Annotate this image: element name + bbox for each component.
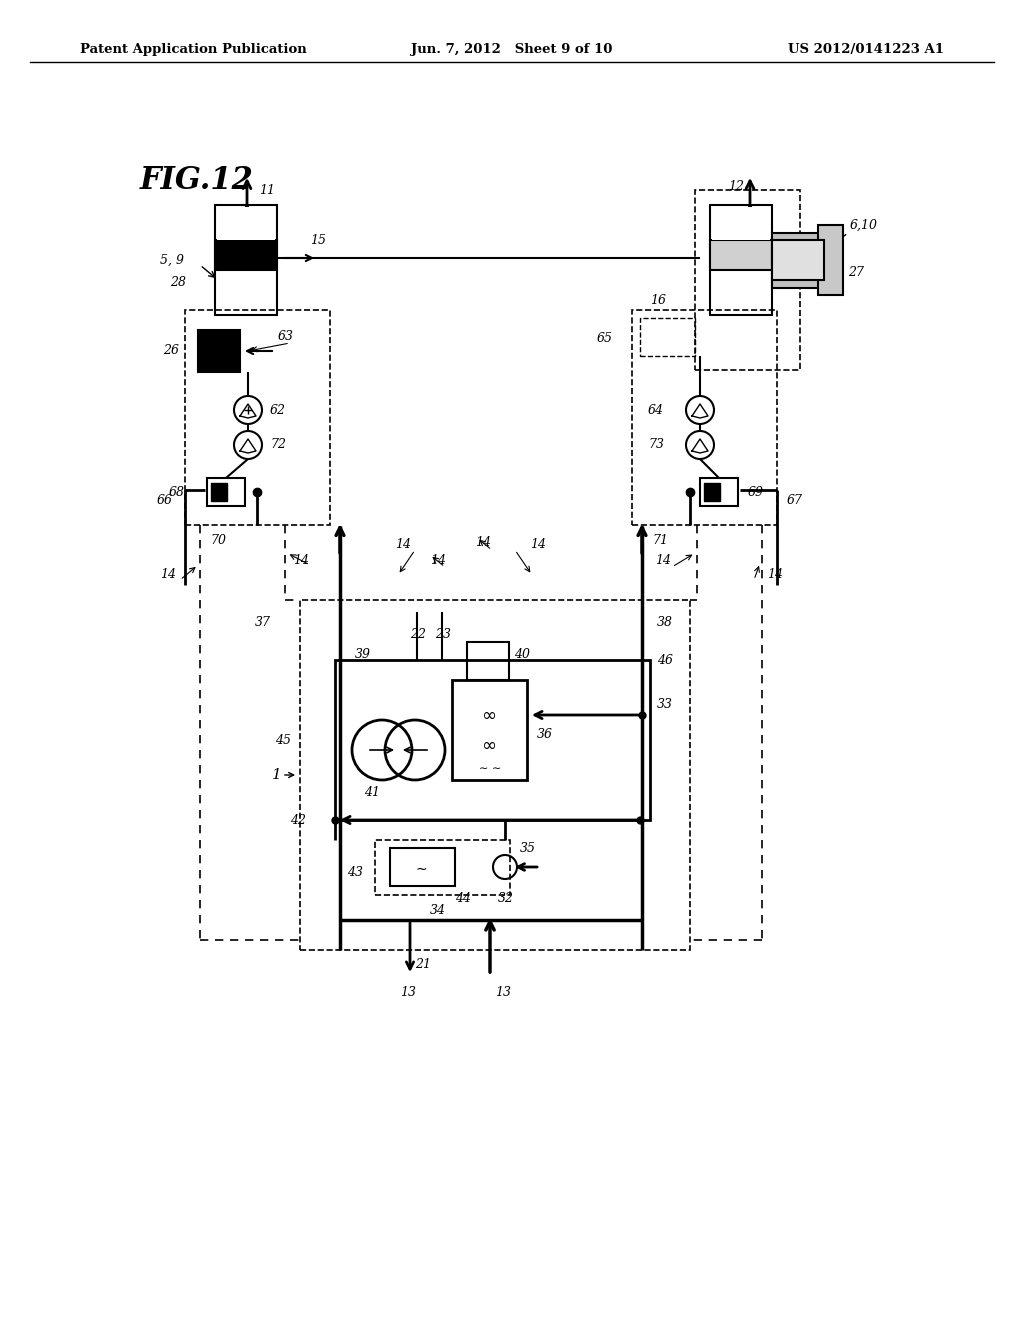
Bar xyxy=(467,642,509,680)
Text: 43: 43 xyxy=(347,866,362,879)
Text: 71: 71 xyxy=(652,533,668,546)
Text: 33: 33 xyxy=(657,698,673,711)
Text: $\infty$: $\infty$ xyxy=(481,706,497,723)
Bar xyxy=(700,478,738,506)
Text: 63: 63 xyxy=(278,330,294,342)
Text: 23: 23 xyxy=(435,628,451,642)
Text: 5, 9: 5, 9 xyxy=(160,253,184,267)
Text: 66: 66 xyxy=(157,494,173,507)
Bar xyxy=(217,207,275,240)
Bar xyxy=(772,240,824,280)
Text: 12: 12 xyxy=(728,181,744,194)
Bar xyxy=(710,205,772,315)
Text: 68: 68 xyxy=(169,486,185,499)
Text: 38: 38 xyxy=(657,615,673,628)
Text: 70: 70 xyxy=(210,533,226,546)
Text: 65: 65 xyxy=(597,331,613,345)
Bar xyxy=(207,478,245,506)
Bar xyxy=(211,483,227,502)
Bar xyxy=(772,234,822,288)
Text: 15: 15 xyxy=(310,234,326,247)
Text: US 2012/0141223 A1: US 2012/0141223 A1 xyxy=(788,44,944,57)
Text: 13: 13 xyxy=(400,986,416,998)
Text: 16: 16 xyxy=(650,293,666,306)
Text: 27: 27 xyxy=(848,267,864,280)
Text: 67: 67 xyxy=(787,494,803,507)
Text: 72: 72 xyxy=(270,438,286,451)
Text: 14: 14 xyxy=(395,539,411,552)
Text: FIG.12: FIG.12 xyxy=(140,165,254,195)
Bar xyxy=(712,207,770,240)
Text: 28: 28 xyxy=(170,276,186,289)
Text: 46: 46 xyxy=(657,653,673,667)
Bar xyxy=(695,190,800,370)
Bar xyxy=(640,318,695,356)
Text: 26: 26 xyxy=(163,345,179,358)
Text: 34: 34 xyxy=(430,903,446,916)
Text: 29: 29 xyxy=(828,273,844,286)
Text: 62: 62 xyxy=(270,404,286,417)
Text: 64: 64 xyxy=(648,404,664,417)
Text: 73: 73 xyxy=(648,438,664,451)
Text: 40: 40 xyxy=(514,648,530,661)
Text: $\sim\sim$: $\sim\sim$ xyxy=(476,763,502,774)
Bar xyxy=(452,680,527,780)
Text: 14: 14 xyxy=(767,569,783,582)
Text: Patent Application Publication: Patent Application Publication xyxy=(80,44,307,57)
Text: 14: 14 xyxy=(430,553,446,566)
Text: 14: 14 xyxy=(160,569,176,582)
Bar xyxy=(215,205,278,315)
Text: 1: 1 xyxy=(272,768,282,781)
Text: 14: 14 xyxy=(475,536,490,549)
Text: 32: 32 xyxy=(498,891,514,904)
Text: 44: 44 xyxy=(455,891,471,904)
Text: 21: 21 xyxy=(415,958,431,972)
Text: 22: 22 xyxy=(410,628,426,642)
Bar xyxy=(632,310,777,525)
Bar xyxy=(818,224,843,294)
Text: 11: 11 xyxy=(259,183,275,197)
Bar xyxy=(185,310,330,525)
Bar xyxy=(300,601,690,950)
Text: 37: 37 xyxy=(255,615,271,628)
Text: 41: 41 xyxy=(364,785,380,799)
Bar xyxy=(705,483,720,502)
Text: $\infty$: $\infty$ xyxy=(481,737,497,754)
Bar xyxy=(710,240,772,271)
Text: 42: 42 xyxy=(290,813,306,826)
Text: 14: 14 xyxy=(530,539,546,552)
Text: 69: 69 xyxy=(748,486,764,499)
Text: 14: 14 xyxy=(293,553,309,566)
Text: $\sim$: $\sim$ xyxy=(413,861,427,875)
Text: 6,10: 6,10 xyxy=(850,219,878,231)
Text: 39: 39 xyxy=(355,648,371,661)
Bar xyxy=(375,840,510,895)
Text: Jun. 7, 2012   Sheet 9 of 10: Jun. 7, 2012 Sheet 9 of 10 xyxy=(412,44,612,57)
Text: 13: 13 xyxy=(495,986,511,998)
Bar xyxy=(215,240,278,271)
Bar xyxy=(390,847,455,886)
Bar xyxy=(198,330,240,372)
Text: 35: 35 xyxy=(520,842,536,855)
Text: 14: 14 xyxy=(655,553,671,566)
Bar xyxy=(335,660,650,820)
Text: 36: 36 xyxy=(537,729,553,742)
Text: 45: 45 xyxy=(275,734,291,747)
